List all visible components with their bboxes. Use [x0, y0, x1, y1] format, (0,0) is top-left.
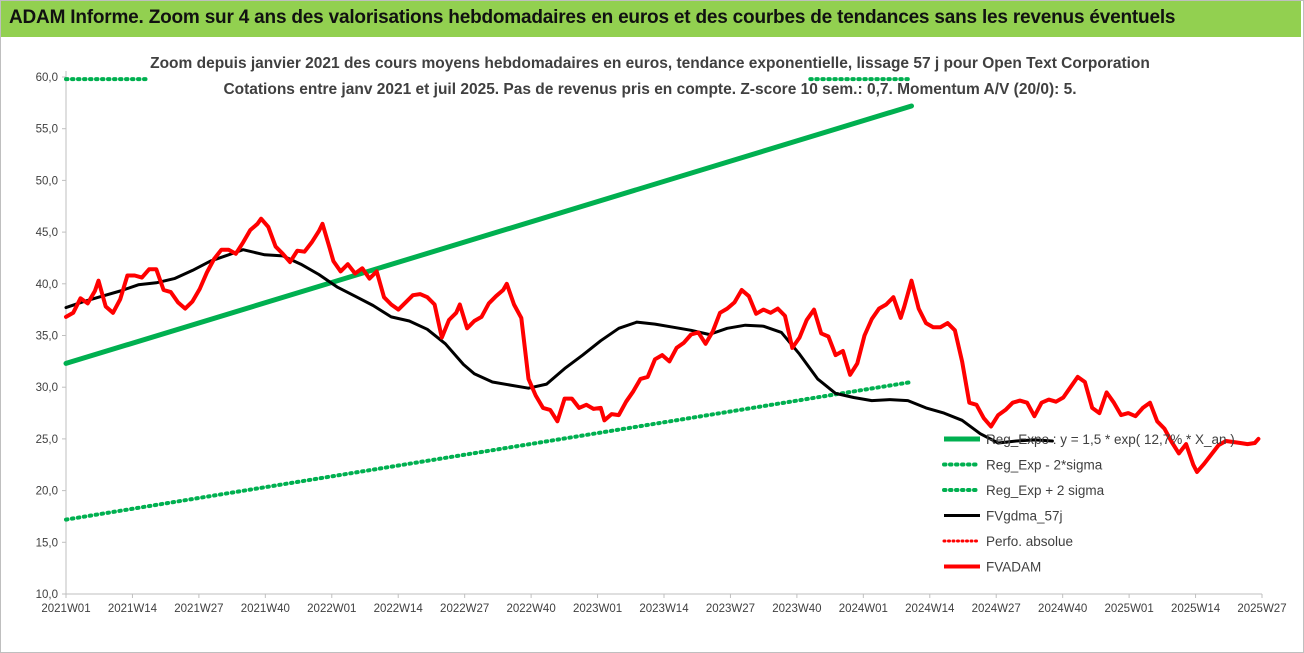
y-tick-label: 45,0	[36, 227, 58, 239]
x-tick-label: 2024W40	[1038, 603, 1087, 615]
header-banner: ADAM Informe. Zoom sur 4 ans des valoris…	[1, 1, 1301, 37]
x-tick-label: 2023W01	[573, 603, 622, 615]
x-tick-label: 2025W27	[1237, 603, 1286, 615]
x-tick-label: 2022W01	[307, 603, 356, 615]
x-tick-label: 2022W27	[440, 603, 489, 615]
x-tick-label: 2021W14	[108, 603, 158, 615]
y-tick-label: 60,0	[36, 72, 58, 84]
legend-label-perfo: Perfo. absolue	[986, 534, 1073, 549]
x-tick-label: 2022W14	[374, 603, 424, 615]
y-tick-label: 35,0	[36, 331, 58, 343]
y-tick-label: 30,0	[36, 382, 58, 394]
y-tick-label: 55,0	[36, 124, 58, 136]
chart-title-line2: Cotations entre janv 2021 et juil 2025. …	[223, 81, 1076, 98]
series-line-fvadam	[64, 216, 1261, 474]
y-tick-label: 25,0	[36, 434, 58, 446]
x-tick-label: 2023W27	[706, 603, 755, 615]
y-tick-label: 15,0	[36, 537, 58, 549]
series-line-sigma-low	[64, 380, 914, 522]
x-tick-label: 2025W01	[1104, 603, 1153, 615]
plot-area: 10,0 15,0 20,0 25,0 30,0 35,0 40,0 45,0 50,0 55,0…	[36, 71, 1287, 615]
x-tick-label: 2024W14	[905, 603, 955, 615]
legend-label-reg-expo: Reg_Expo : y = 1,5 * exp( 12,7% * X_an )	[986, 432, 1235, 447]
legend-label-sigma-high: Reg_Exp + 2 sigma	[986, 483, 1105, 498]
y-tick-label: 50,0	[36, 175, 58, 187]
legend-label-sigma-low: Reg_Exp - 2*sigma	[986, 458, 1103, 473]
legend-label-fvadam: FVADAM	[986, 560, 1041, 575]
y-tick-label: 40,0	[36, 279, 58, 291]
x-tick-label: 2023W14	[639, 603, 689, 615]
series-line-reg-expo	[63, 103, 914, 366]
x-tick-label: 2024W27	[972, 603, 1021, 615]
x-tick-label: 2025W14	[1171, 603, 1221, 615]
legend-label-fvgdma: FVgdma_57j	[986, 509, 1063, 524]
x-tick-label: 2022W40	[506, 603, 555, 615]
series-line-fvgdma	[64, 248, 1054, 445]
y-tick-label: 10,0	[36, 589, 58, 601]
x-tick-label: 2021W40	[241, 603, 290, 615]
header-title: ADAM Informe. Zoom sur 4 ans des valoris…	[9, 7, 1176, 28]
chart-title-line1: Zoom depuis janvier 2021 des cours moyen…	[150, 55, 1150, 72]
x-tick-label: 2021W01	[41, 603, 90, 615]
y-tick-label: 20,0	[36, 486, 58, 498]
x-tick-label: 2024W01	[839, 603, 888, 615]
legend: Reg_Expo : y = 1,5 * exp( 12,7% * X_an )…	[942, 432, 1235, 575]
x-tick-label: 2021W27	[174, 603, 223, 615]
x-tick-label: 2023W40	[772, 603, 821, 615]
